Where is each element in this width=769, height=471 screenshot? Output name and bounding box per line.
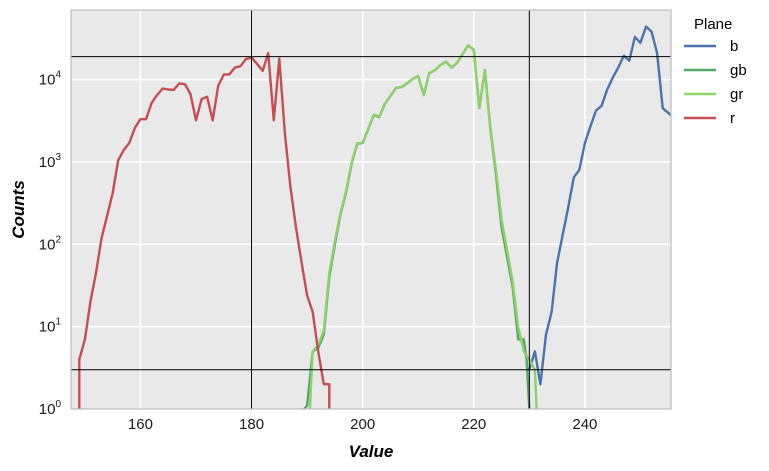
series-lines xyxy=(78,25,671,409)
legend-label-r: r xyxy=(730,110,735,127)
y-tick-label: 102 xyxy=(39,234,62,253)
legend-label-gb: gb xyxy=(730,62,747,79)
x-tick-label: 220 xyxy=(461,416,486,433)
x-tick-labels: 160 180 200 220 240 xyxy=(128,416,597,433)
x-tick-label: 160 xyxy=(128,416,153,433)
y-axis-label: Counts xyxy=(9,180,28,239)
legend-label-gr: gr xyxy=(730,86,743,103)
x-axis-label: Value xyxy=(349,442,394,461)
y-tick-label: 101 xyxy=(39,317,62,336)
y-tick-labels: 100 101 102 103 104 xyxy=(39,70,62,418)
x-tick-label: 180 xyxy=(239,416,264,433)
series-line-b xyxy=(528,25,671,386)
series-line-gr xyxy=(308,44,538,409)
reference-lines xyxy=(71,10,671,409)
legend: Plane b gb gr r xyxy=(684,16,747,127)
legend-label-b: b xyxy=(730,38,738,55)
series-line-r xyxy=(78,51,331,409)
plot-area xyxy=(71,10,671,409)
x-tick-label: 240 xyxy=(572,416,597,433)
y-tick-label: 103 xyxy=(39,152,62,171)
y-tick-label: 104 xyxy=(39,70,62,89)
legend-title: Plane xyxy=(694,16,732,33)
x-tick-label: 200 xyxy=(350,416,375,433)
plot-frame xyxy=(70,9,672,410)
y-tick-label: 100 xyxy=(39,399,62,418)
